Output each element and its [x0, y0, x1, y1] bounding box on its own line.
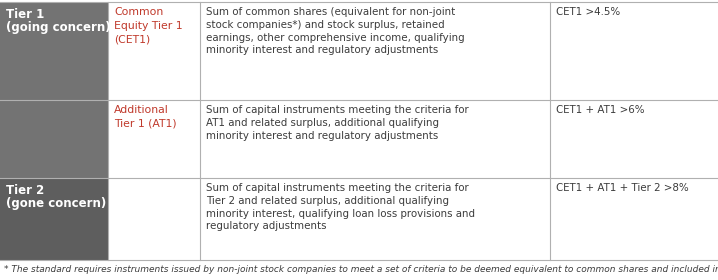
Text: Sum of capital instruments meeting the criteria for
AT1 and related surplus, add: Sum of capital instruments meeting the c… [206, 105, 469, 141]
Bar [108, 178, 200, 260]
Bar [108, 100, 200, 178]
Bar [200, 2, 550, 100]
Text: (going concern): (going concern) [6, 21, 111, 34]
Bar [0, 2, 108, 178]
Bar [0, 178, 108, 260]
Bar [108, 2, 200, 100]
Bar [550, 2, 718, 100]
Text: Common
Equity Tier 1
(CET1): Common Equity Tier 1 (CET1) [114, 7, 182, 44]
Text: Additional
Tier 1 (AT1): Additional Tier 1 (AT1) [114, 105, 177, 129]
Text: (gone concern): (gone concern) [6, 197, 106, 210]
Text: CET1 + AT1 + Tier 2 >8%: CET1 + AT1 + Tier 2 >8% [556, 183, 689, 193]
Bar [200, 100, 550, 178]
Text: * The standard requires instruments issued by non-joint stock companies to meet : * The standard requires instruments issu… [4, 265, 718, 274]
Text: Sum of common shares (equivalent for non-joint
stock companies*) and stock surpl: Sum of common shares (equivalent for non… [206, 7, 465, 55]
Text: CET1 >4.5%: CET1 >4.5% [556, 7, 620, 17]
Text: Tier 2: Tier 2 [6, 184, 45, 197]
Text: CET1 + AT1 >6%: CET1 + AT1 >6% [556, 105, 645, 115]
Bar [550, 100, 718, 178]
Text: Sum of capital instruments meeting the criteria for
Tier 2 and related surplus, : Sum of capital instruments meeting the c… [206, 183, 475, 231]
Bar [550, 178, 718, 260]
Text: Tier 1: Tier 1 [6, 8, 45, 21]
Bar [200, 178, 550, 260]
